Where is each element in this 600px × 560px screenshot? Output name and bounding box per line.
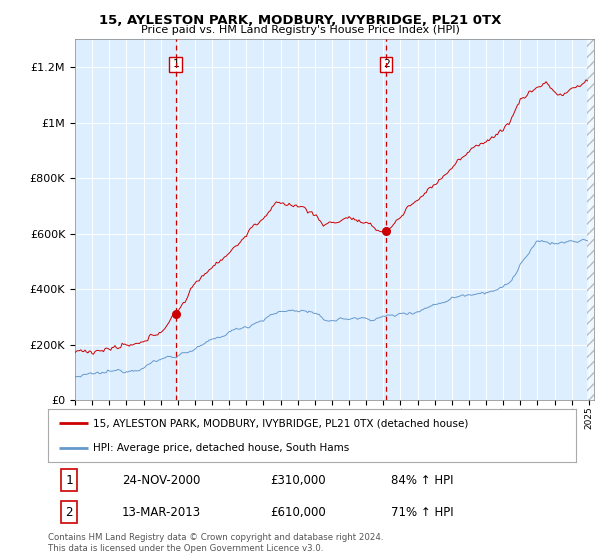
Text: Contains HM Land Registry data © Crown copyright and database right 2024.
This d: Contains HM Land Registry data © Crown c…: [48, 533, 383, 553]
Text: 15, AYLESTON PARK, MODBURY, IVYBRIDGE, PL21 0TX (detached house): 15, AYLESTON PARK, MODBURY, IVYBRIDGE, P…: [93, 418, 468, 428]
Text: 2: 2: [65, 506, 73, 519]
Text: 24-NOV-2000: 24-NOV-2000: [122, 474, 200, 487]
Text: £310,000: £310,000: [270, 474, 325, 487]
Bar: [587, 39, 594, 400]
Text: Price paid vs. HM Land Registry's House Price Index (HPI): Price paid vs. HM Land Registry's House …: [140, 25, 460, 35]
Text: £610,000: £610,000: [270, 506, 326, 519]
Text: 1: 1: [172, 59, 179, 69]
Text: 15, AYLESTON PARK, MODBURY, IVYBRIDGE, PL21 0TX: 15, AYLESTON PARK, MODBURY, IVYBRIDGE, P…: [99, 14, 501, 27]
Text: HPI: Average price, detached house, South Hams: HPI: Average price, detached house, Sout…: [93, 442, 349, 452]
Text: 13-MAR-2013: 13-MAR-2013: [122, 506, 201, 519]
Text: 1: 1: [65, 474, 73, 487]
Text: 2: 2: [383, 59, 389, 69]
Text: 71% ↑ HPI: 71% ↑ HPI: [391, 506, 454, 519]
Text: 84% ↑ HPI: 84% ↑ HPI: [391, 474, 454, 487]
